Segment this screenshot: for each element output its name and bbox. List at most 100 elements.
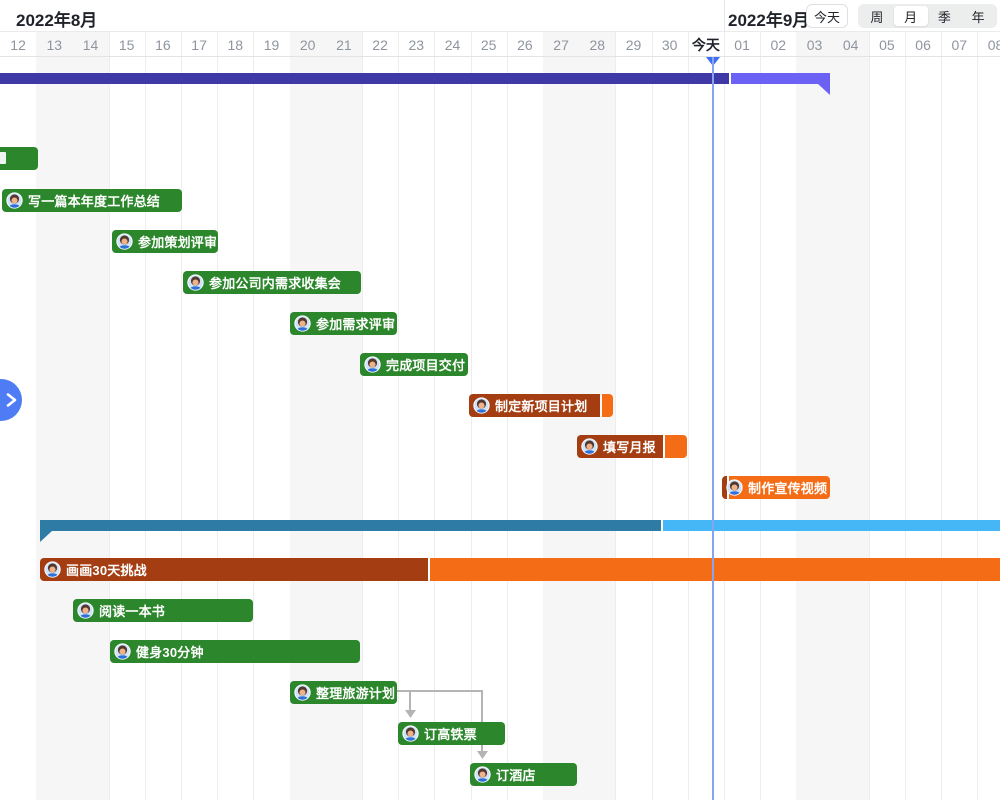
summary-bar-bottom[interactable]: [40, 520, 1000, 531]
dependency-line: [409, 690, 411, 710]
date-cell: 04: [842, 36, 859, 53]
task-bar[interactable]: 完成项目交付: [360, 353, 468, 376]
date-cell: 28: [589, 36, 606, 53]
task-elapsed-segment: [577, 435, 663, 458]
today-button[interactable]: 今天: [806, 4, 848, 28]
grid-line: [615, 32, 617, 800]
clipped-label-fragment: [0, 152, 6, 164]
task-remaining-segment: [729, 476, 830, 499]
date-cell: 12: [10, 36, 26, 53]
task-bar-content: 制定新项目计划: [473, 394, 611, 417]
date-cell: 20: [299, 36, 316, 53]
date-row-divider: [0, 56, 1000, 57]
task-elapsed-segment: [722, 476, 727, 499]
task-bar[interactable]: 订酒店: [470, 763, 577, 786]
date-cell: 15: [118, 36, 135, 53]
task-bar[interactable]: 参加策划评审: [112, 230, 218, 253]
task-bar[interactable]: 订高铁票: [398, 722, 505, 745]
task-bar-content: 阅读一本书: [77, 599, 251, 622]
task-elapsed-segment: [40, 558, 428, 581]
task-bar[interactable]: 画画30天挑战: [40, 558, 1000, 581]
task-bar-clipped[interactable]: [0, 147, 38, 170]
month-label-september: 2022年9月: [728, 11, 810, 30]
task-bar[interactable]: 阅读一本书: [73, 599, 253, 622]
weekend-shading: [36, 32, 73, 800]
task-label: 填写月报: [603, 440, 656, 455]
assignee-avatar-icon: [402, 725, 419, 742]
summary-bar-top[interactable]: [0, 73, 830, 84]
assignee-avatar-icon: [294, 315, 311, 332]
task-bar[interactable]: 整理旅游计划: [290, 681, 397, 704]
task-bar-content: 画画30天挑战: [44, 558, 1000, 581]
date-cell: 23: [408, 36, 425, 53]
dependency-line: [481, 690, 483, 751]
view-option-季[interactable]: 季: [937, 9, 951, 25]
task-remaining-segment: [430, 558, 1000, 581]
weekend-shading: [832, 32, 869, 800]
assignee-avatar-icon: [581, 438, 598, 455]
date-cell: 07: [951, 36, 968, 53]
date-cell: 26: [517, 36, 533, 53]
grid-line: [398, 32, 400, 800]
task-bar-content: 填写月报: [581, 435, 685, 458]
task-label: 制定新项目计划: [495, 399, 588, 414]
task-bar[interactable]: 填写月报: [577, 435, 687, 458]
view-granularity-switcher: 周月季 年: [858, 4, 997, 28]
today-line: [712, 57, 714, 800]
task-bar-content: 健身30分钟: [114, 640, 358, 663]
dependency-arrowhead-icon: [477, 751, 488, 759]
task-bar-content: 写一篇本年度工作总结: [6, 189, 180, 212]
summary-elapsed-segment: [40, 520, 661, 531]
grid-line: [687, 32, 689, 800]
date-cell: 17: [191, 36, 207, 53]
assignee-avatar-icon: [473, 397, 490, 414]
summary-end-cap: [40, 531, 52, 542]
date-cell: 13: [46, 36, 63, 53]
date-cell: 05: [879, 36, 895, 53]
task-bar-content: 完成项目交付: [364, 353, 466, 376]
task-bar[interactable]: 制定新项目计划: [469, 394, 613, 417]
date-cell: 16: [155, 36, 171, 53]
view-option-周[interactable]: 周: [870, 9, 884, 25]
assignee-avatar-icon: [114, 643, 131, 660]
task-bar[interactable]: 健身30分钟: [110, 640, 360, 663]
task-bar[interactable]: 参加公司内需求收集会: [183, 271, 361, 294]
date-cell: 02: [770, 36, 787, 53]
task-bar-content: 参加策划评审: [116, 230, 216, 253]
date-cell: 14: [82, 36, 99, 53]
month-label-august: 2022年8月: [16, 11, 98, 30]
month-header-row: 2022年8月 2022年9月 今天 周月季 年: [0, 0, 1000, 32]
task-label: 制作宣传视频: [748, 481, 828, 496]
grid-line: [362, 32, 363, 800]
task-label: 阅读一本书: [99, 604, 166, 619]
dependency-arrowhead-icon: [405, 710, 416, 718]
grid-line: [724, 32, 725, 800]
assignee-avatar-icon: [364, 356, 381, 373]
summary-remaining-segment: [731, 73, 830, 84]
task-label: 参加策划评审: [138, 235, 216, 250]
task-bar[interactable]: 写一篇本年度工作总结: [2, 189, 182, 212]
task-bar[interactable]: 制作宣传视频: [722, 476, 830, 499]
task-label: 参加公司内需求收集会: [209, 276, 342, 291]
weekend-shading: [796, 32, 833, 800]
summary-elapsed-segment: [0, 73, 729, 84]
expand-panel-button[interactable]: [0, 379, 22, 421]
summary-end-cap: [818, 84, 830, 95]
assignee-avatar-icon: [6, 192, 23, 209]
month-separator: [724, 0, 725, 32]
task-bar-content: 参加公司内需求收集会: [187, 271, 359, 294]
weekend-shading: [72, 32, 109, 800]
date-cell: 30: [661, 36, 678, 53]
task-bar[interactable]: 参加需求评审: [290, 312, 397, 335]
task-bar-content: 订酒店: [474, 763, 575, 786]
view-option-年[interactable]: 年: [971, 9, 985, 25]
task-bar-content: 整理旅游计划: [294, 681, 395, 704]
task-remaining-segment: [665, 435, 687, 458]
grid-line: [253, 32, 255, 800]
date-cell: 21: [336, 36, 352, 53]
grid-line: [941, 32, 943, 800]
date-cell: 19: [263, 36, 280, 53]
assignee-avatar-icon: [116, 233, 133, 250]
view-option-月[interactable]: 月: [893, 6, 928, 26]
